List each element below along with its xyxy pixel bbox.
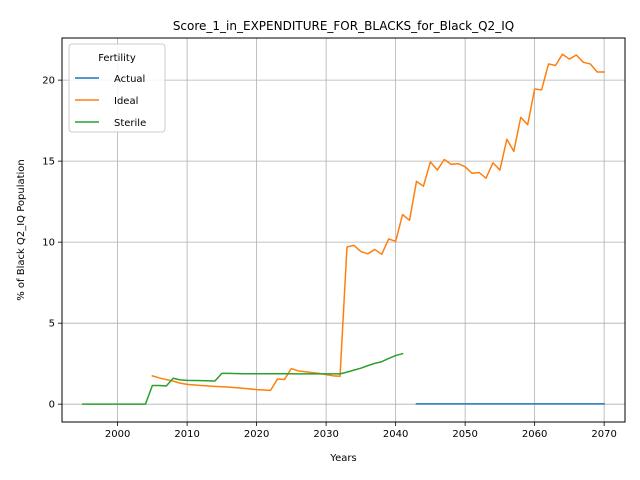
plot-lines <box>82 53 605 405</box>
series-line-sterile <box>82 352 404 405</box>
x-tick-label: 2010 <box>174 429 199 440</box>
x-tick-label: 2000 <box>105 429 130 440</box>
x-tick-label: 2020 <box>244 429 269 440</box>
y-tick-label: 20 <box>42 76 55 87</box>
legend-box <box>68 43 166 133</box>
y-tick-label: 0 <box>49 400 55 411</box>
y-axis-label: % of Black Q2_IQ Population <box>16 159 27 301</box>
y-tick-label: 15 <box>42 157 55 168</box>
x-tick-label: 2060 <box>522 429 547 440</box>
legend-entries: Actual Ideal Sterile <box>75 74 146 129</box>
series-line-ideal <box>151 53 605 392</box>
x-tick-label: 2070 <box>591 429 616 440</box>
x-tick-label: 2040 <box>383 429 408 440</box>
legend-title: Fertility <box>98 53 136 64</box>
legend: Fertility Actual Ideal Sterile <box>68 43 166 133</box>
x-axis-label: Years <box>329 453 356 464</box>
x-tick-label: 2030 <box>313 429 338 440</box>
ticks: 2000 2010 2020 2030 2040 2050 2060 2070 0 5 10 15 20 <box>42 76 617 440</box>
x-tick-label: 2050 <box>452 429 477 440</box>
chart-title: Score_1_in_EXPENDITURE_FOR_BLACKS_for_Bl… <box>173 19 514 33</box>
y-tick-label: 10 <box>42 238 55 249</box>
legend-label-sterile: Sterile <box>114 118 146 129</box>
y-tick-label: 5 <box>49 319 55 330</box>
legend-label-ideal: Ideal <box>114 96 138 107</box>
axes-frame <box>61 37 626 423</box>
legend-label-actual: Actual <box>114 74 145 85</box>
